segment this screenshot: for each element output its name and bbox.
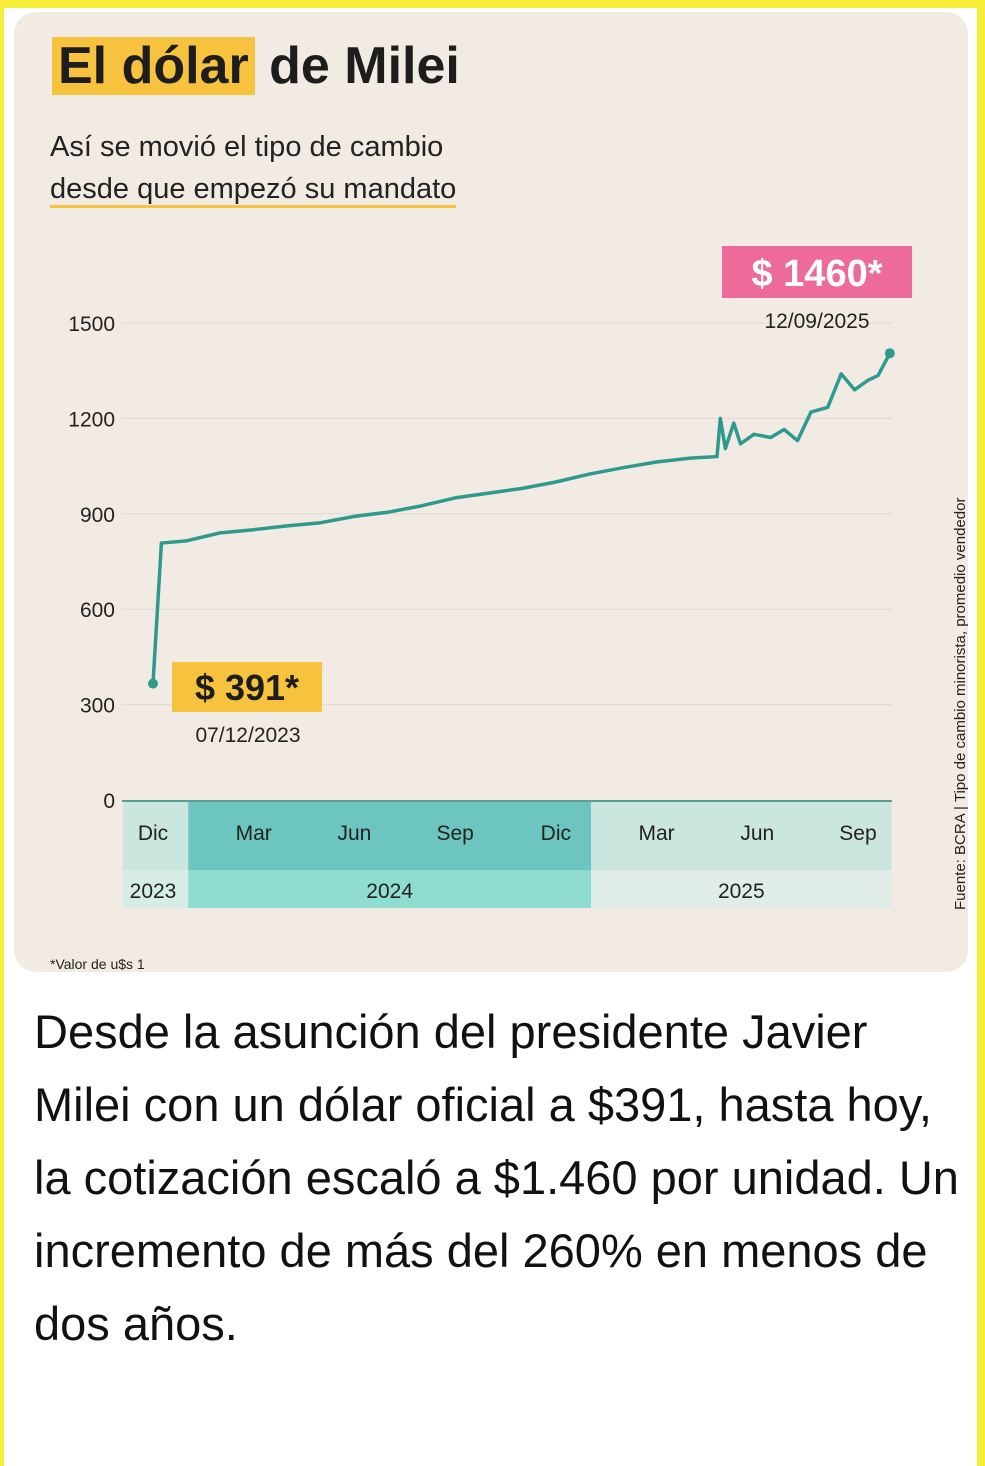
line-chart: 0 300 600 900 1200 1500 2023 2024 2025 Dic Mar Jun S…	[68, 246, 912, 908]
y-tick-label: 1200	[68, 408, 115, 431]
y-tick-label: 0	[103, 790, 115, 813]
year-label: 2025	[718, 880, 765, 903]
y-tick-label: 300	[80, 695, 115, 718]
month-band	[122, 802, 189, 870]
month-band	[591, 802, 892, 870]
start-value-label: $ 391*	[195, 667, 299, 708]
caption-text: Desde la asunción del presidente Javier …	[34, 1005, 959, 1350]
title-rest: de Milei	[254, 37, 460, 95]
year-label: 2024	[366, 880, 413, 903]
month-label: Sep	[839, 822, 876, 845]
month-label: Mar	[236, 822, 272, 845]
month-label: Sep	[436, 822, 473, 845]
month-label: Jun	[337, 822, 371, 845]
subtitle-line1: Así se movió el tipo de cambio	[50, 131, 444, 163]
y-tick-label: 900	[80, 504, 115, 527]
chart-title: El dólar de Milei	[52, 36, 460, 96]
month-label: Mar	[638, 822, 674, 845]
end-label-bg	[722, 246, 912, 298]
start-point	[148, 678, 158, 689]
start-label-bg	[172, 662, 322, 712]
chart-subtitle: Así se movió el tipo de cambio desde que …	[50, 126, 457, 210]
month-label: Dic	[541, 822, 571, 845]
month-band	[188, 802, 592, 870]
year-band	[188, 870, 592, 908]
series-line	[151, 352, 892, 684]
end-value-label: $ 1460*	[751, 253, 882, 295]
y-tick-label: 1500	[68, 313, 115, 336]
start-date-label: 07/12/2023	[195, 724, 300, 747]
y-tick-label: 600	[80, 599, 115, 622]
year-band	[122, 870, 189, 908]
year-label: 2023	[130, 880, 177, 903]
title-highlight: El dólar	[52, 37, 255, 95]
end-date-label: 12/09/2025	[764, 310, 869, 333]
end-point	[884, 348, 895, 359]
month-label: Jun	[740, 822, 774, 845]
subtitle-line2: desde que empezó su mandato	[50, 173, 457, 208]
source-note: Fuente: BCRA | Tipo de cambio minorista,…	[952, 497, 969, 910]
month-label: Dic	[138, 822, 168, 845]
footnote: *Valor de u$s 1	[50, 956, 145, 972]
year-band	[591, 870, 892, 908]
